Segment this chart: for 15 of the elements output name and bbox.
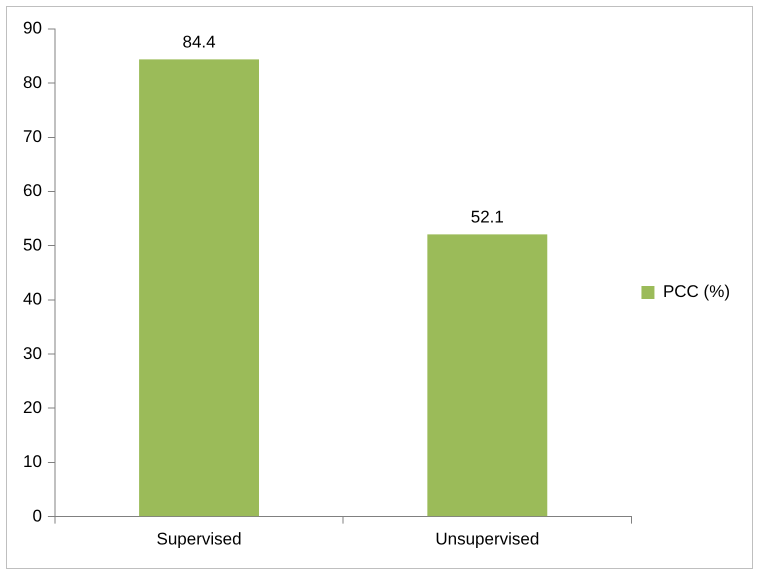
- data-label: 84.4: [182, 32, 216, 52]
- data-label: 52.1: [470, 208, 504, 227]
- y-tick-label: 60: [22, 181, 42, 200]
- legend-label: PCC (%): [662, 282, 730, 302]
- y-tick-label: 10: [22, 452, 42, 472]
- y-tick-label: 40: [22, 290, 42, 309]
- x-tick-label: Supervised: [156, 529, 242, 548]
- y-tick-label: 90: [22, 18, 42, 38]
- y-tick-label: 80: [22, 72, 42, 92]
- x-tick-label: Unsupervised: [435, 529, 540, 548]
- y-tick-label: 20: [22, 398, 42, 417]
- y-tick-label: 50: [22, 235, 42, 254]
- y-tick-label: 0: [32, 506, 42, 526]
- y-tick-label: 30: [22, 344, 42, 363]
- y-tick-label: 70: [22, 127, 42, 146]
